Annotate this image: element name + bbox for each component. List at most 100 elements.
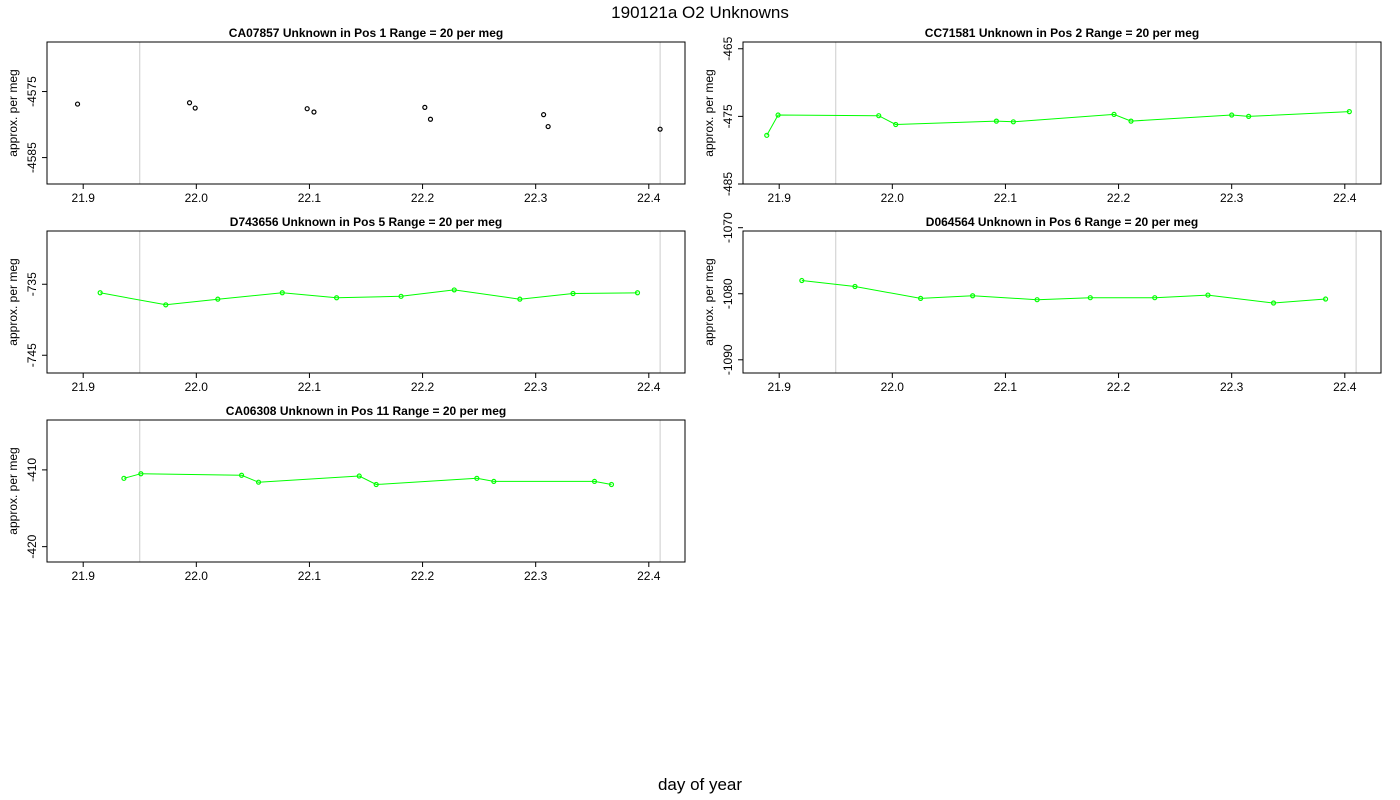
x-tick-label: 21.9 bbox=[768, 191, 792, 205]
x-tick-label: 22.0 bbox=[185, 191, 209, 205]
x-axis: 21.9 22.0 22.1 22.2 22.3 22.4 bbox=[72, 184, 661, 205]
data-point bbox=[1128, 118, 1134, 124]
plot-frame bbox=[46, 41, 686, 185]
data-point bbox=[876, 113, 882, 119]
x-tick-label: 22.3 bbox=[524, 380, 548, 394]
panel-3: D743656 Unknown in Pos 5 Range = 20 per … bbox=[6, 215, 686, 394]
x-tick-label: 22.0 bbox=[881, 191, 905, 205]
y-axis: -1070 -1080 -1090 bbox=[721, 212, 743, 375]
data-point bbox=[398, 293, 404, 299]
y-tick-label: -745 bbox=[25, 343, 39, 367]
x-tick-label: 22.1 bbox=[298, 569, 322, 583]
y-axis-label: approx. per meg bbox=[6, 447, 20, 534]
data-point bbox=[1111, 111, 1117, 117]
data-point bbox=[1152, 295, 1158, 301]
data-point bbox=[540, 112, 547, 118]
panel-2: CC71581 Unknown in Pos 2 Range = 20 per … bbox=[702, 26, 1382, 205]
data-point bbox=[279, 290, 285, 296]
data-point bbox=[121, 475, 127, 481]
data-point bbox=[1010, 119, 1016, 125]
data-point bbox=[608, 481, 615, 488]
plot-frame bbox=[46, 419, 686, 563]
x-tick-label: 22.1 bbox=[298, 380, 322, 394]
data-point bbox=[993, 118, 999, 124]
data-point bbox=[1034, 297, 1040, 303]
panel-title: CC71581 Unknown in Pos 2 Range = 20 per … bbox=[925, 26, 1199, 40]
data-point bbox=[917, 295, 924, 301]
data-point bbox=[1346, 109, 1352, 115]
data-point bbox=[255, 479, 262, 485]
plot-frame bbox=[742, 230, 1382, 374]
y-axis-label: approx. per meg bbox=[6, 258, 20, 345]
x-tick-label: 22.3 bbox=[1220, 191, 1244, 205]
x-axis: 21.9 22.0 22.1 22.2 22.3 22.4 bbox=[72, 562, 661, 583]
x-axis: 21.9 22.0 22.1 22.2 22.3 22.4 bbox=[768, 373, 1357, 394]
x-tick-label: 21.9 bbox=[72, 380, 96, 394]
x-tick-label: 22.2 bbox=[1107, 191, 1131, 205]
data-point bbox=[238, 472, 245, 478]
x-tick-label: 22.0 bbox=[185, 380, 209, 394]
x-tick-label: 22.4 bbox=[637, 569, 661, 583]
x-tick-label: 22.3 bbox=[1220, 380, 1244, 394]
panel-title: CA06308 Unknown in Pos 11 Range = 20 per… bbox=[226, 404, 506, 418]
x-tick-label: 22.4 bbox=[637, 191, 661, 205]
x-tick-label: 22.0 bbox=[185, 569, 209, 583]
data-point bbox=[799, 277, 805, 284]
panel-title: D064564 Unknown in Pos 6 Range = 20 per … bbox=[926, 215, 1198, 229]
data-point bbox=[1229, 112, 1235, 118]
x-tick-label: 21.9 bbox=[72, 569, 96, 583]
y-tick-label: -4585 bbox=[25, 142, 39, 173]
data-point bbox=[311, 109, 317, 115]
data-point bbox=[1205, 292, 1211, 298]
y-axis: -4575 -4585 bbox=[25, 76, 47, 173]
data-point bbox=[852, 283, 858, 290]
data-point bbox=[192, 105, 198, 111]
data-point bbox=[634, 290, 641, 296]
series-line bbox=[801, 280, 1326, 304]
y-tick-label: -485 bbox=[721, 172, 735, 196]
data-point bbox=[775, 112, 781, 118]
data-point bbox=[657, 126, 663, 132]
data-point bbox=[1270, 300, 1277, 306]
data-point bbox=[591, 478, 598, 485]
x-tick-label: 22.4 bbox=[637, 380, 661, 394]
figure-title: 190121a O2 Unknowns bbox=[611, 3, 789, 22]
data-point bbox=[356, 473, 362, 479]
data-point bbox=[893, 121, 899, 128]
x-tick-label: 22.2 bbox=[411, 191, 435, 205]
data-point bbox=[304, 106, 310, 112]
data-point bbox=[764, 132, 770, 138]
data-point bbox=[422, 104, 428, 110]
series-line bbox=[766, 111, 1350, 136]
x-tick-label: 22.0 bbox=[881, 380, 905, 394]
data-point bbox=[373, 481, 379, 488]
y-tick-label: -1070 bbox=[721, 212, 735, 243]
y-axis: -465 -475 -485 bbox=[721, 36, 743, 196]
y-tick-label: -410 bbox=[25, 458, 39, 482]
data-point bbox=[97, 290, 103, 296]
x-tick-label: 22.2 bbox=[1107, 380, 1131, 394]
x-axis-label: day of year bbox=[657, 775, 743, 794]
x-tick-label: 22.2 bbox=[411, 380, 435, 394]
y-tick-label: -465 bbox=[721, 36, 735, 60]
x-tick-label: 22.4 bbox=[1333, 191, 1357, 205]
panel-1: CA07857 Unknown in Pos 1 Range = 20 per … bbox=[6, 26, 686, 205]
panel-5: CA06308 Unknown in Pos 11 Range = 20 per… bbox=[6, 404, 686, 583]
data-point bbox=[1246, 113, 1252, 119]
data-point bbox=[570, 290, 576, 297]
x-tick-label: 22.3 bbox=[524, 191, 548, 205]
y-tick-label: -735 bbox=[25, 272, 39, 296]
x-tick-label: 22.4 bbox=[1333, 380, 1357, 394]
data-point bbox=[451, 287, 457, 293]
data-point bbox=[474, 475, 480, 481]
y-tick-label: -475 bbox=[721, 104, 735, 128]
data-point bbox=[215, 296, 221, 302]
series-line bbox=[123, 473, 612, 486]
data-point bbox=[491, 478, 497, 485]
x-tick-label: 22.2 bbox=[411, 569, 435, 583]
y-tick-label: -4575 bbox=[25, 76, 39, 107]
x-tick-label: 21.9 bbox=[768, 380, 792, 394]
data-point bbox=[427, 116, 434, 122]
data-point bbox=[186, 100, 193, 106]
